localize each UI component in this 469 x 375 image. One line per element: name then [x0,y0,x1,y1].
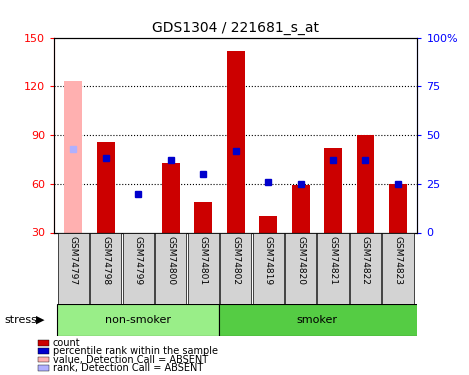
Text: ▶: ▶ [36,315,44,325]
FancyBboxPatch shape [58,232,89,304]
Text: GSM74798: GSM74798 [101,236,110,285]
FancyBboxPatch shape [220,232,251,304]
Bar [162,163,180,232]
Bar [227,51,245,232]
Text: percentile rank within the sample: percentile rank within the sample [53,346,218,356]
FancyBboxPatch shape [57,304,219,336]
Bar [64,81,83,232]
FancyBboxPatch shape [285,232,316,304]
Text: GSM74819: GSM74819 [264,236,272,285]
Bar [259,216,277,232]
FancyBboxPatch shape [350,232,381,304]
Text: GSM74823: GSM74823 [393,236,402,285]
Text: GSM74821: GSM74821 [328,236,338,285]
Text: count: count [53,338,80,348]
Text: GSM74802: GSM74802 [231,236,240,285]
Bar [356,135,374,232]
Text: GSM74822: GSM74822 [361,236,370,285]
FancyBboxPatch shape [155,232,186,304]
Bar [97,141,115,232]
Bar [292,185,310,232]
Text: GSM74800: GSM74800 [166,236,175,285]
Text: smoker: smoker [296,315,337,325]
FancyBboxPatch shape [123,232,154,304]
Title: GDS1304 / 221681_s_at: GDS1304 / 221681_s_at [152,21,319,35]
Text: GSM74799: GSM74799 [134,236,143,285]
Bar [324,148,342,232]
FancyBboxPatch shape [252,232,284,304]
Text: non-smoker: non-smoker [106,315,171,325]
Text: GSM74801: GSM74801 [199,236,208,285]
Bar [194,202,212,232]
FancyBboxPatch shape [382,232,414,304]
Text: GSM74820: GSM74820 [296,236,305,285]
FancyBboxPatch shape [188,232,219,304]
Bar [389,184,407,232]
Text: stress: stress [5,315,38,325]
Text: rank, Detection Call = ABSENT: rank, Detection Call = ABSENT [53,363,203,373]
Text: GSM74797: GSM74797 [69,236,78,285]
Text: value, Detection Call = ABSENT: value, Detection Call = ABSENT [53,355,208,364]
FancyBboxPatch shape [90,232,121,304]
FancyBboxPatch shape [318,232,348,304]
FancyBboxPatch shape [219,304,431,336]
